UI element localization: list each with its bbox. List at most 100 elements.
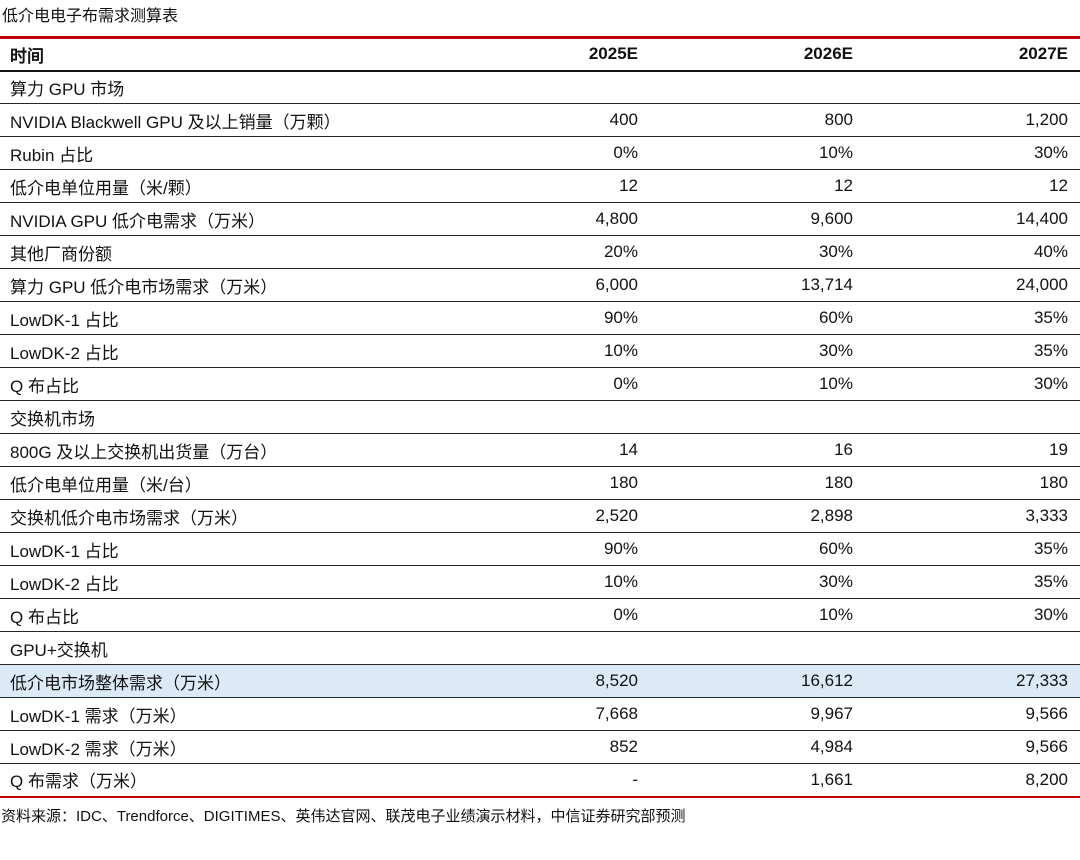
cell-value: 20% <box>425 235 640 270</box>
cell-value: 0% <box>425 598 640 633</box>
cell-value: 180 <box>640 466 855 501</box>
header-cell-2025e: 2025E <box>425 37 640 72</box>
cell-value: 8,200 <box>855 763 1080 798</box>
row-label: LowDK-2 占比 <box>0 334 425 369</box>
table-body: 算力 GPU 市场 NVIDIA Blackwell GPU 及以上销量（万颗） 4… <box>0 70 1080 798</box>
cell-value: 400 <box>425 103 640 138</box>
cell-value: 90% <box>425 532 640 567</box>
table-row: 其他厂商份额 20% 30% 40% <box>0 235 1080 270</box>
cell-value <box>640 631 855 666</box>
table-row: 算力 GPU 低介电市场需求（万米） 6,000 13,714 24,000 <box>0 268 1080 303</box>
cell-value: 10% <box>425 334 640 369</box>
cell-value: - <box>425 763 640 798</box>
cell-value: 35% <box>855 532 1080 567</box>
cell-value: 4,984 <box>640 730 855 765</box>
row-label: LowDK-1 占比 <box>0 532 425 567</box>
cell-value: 40% <box>855 235 1080 270</box>
cell-value: 35% <box>855 334 1080 369</box>
cell-value: 10% <box>640 367 855 402</box>
cell-value: 1,200 <box>855 103 1080 138</box>
source-note: 资料来源：IDC、Trendforce、DIGITIMES、英伟达官网、联茂电子… <box>1 807 686 825</box>
section-row: 算力 GPU 市场 <box>0 70 1080 105</box>
row-label: LowDK-1 占比 <box>0 301 425 336</box>
row-label: LowDK-2 占比 <box>0 565 425 600</box>
cell-value: 60% <box>640 532 855 567</box>
cell-value: 90% <box>425 301 640 336</box>
cell-value: 30% <box>855 367 1080 402</box>
cell-value: 6,000 <box>425 268 640 303</box>
cell-value: 852 <box>425 730 640 765</box>
cell-value: 180 <box>425 466 640 501</box>
header-row: 时间 2025E 2026E 2027E <box>0 37 1080 72</box>
cell-value: 30% <box>855 598 1080 633</box>
row-label: Q 布需求（万米） <box>0 763 425 798</box>
row-label: 交换机市场 <box>0 400 425 435</box>
cell-value: 27,333 <box>855 664 1080 699</box>
row-label: Rubin 占比 <box>0 136 425 171</box>
table-row: LowDK-2 占比 10% 30% 35% <box>0 334 1080 369</box>
cell-value: 13,714 <box>640 268 855 303</box>
table-row: 低介电单位用量（米/颗） 12 12 12 <box>0 169 1080 204</box>
table-row: LowDK-1 需求（万米） 7,668 9,967 9,566 <box>0 697 1080 732</box>
row-label: 交换机低介电市场需求（万米） <box>0 499 425 534</box>
row-label: Q 布占比 <box>0 367 425 402</box>
section-row: GPU+交换机 <box>0 631 1080 666</box>
table-row: 交换机低介电市场需求（万米） 2,520 2,898 3,333 <box>0 499 1080 534</box>
row-label: 低介电单位用量（米/台） <box>0 466 425 501</box>
cell-value: 8,520 <box>425 664 640 699</box>
header-cell-2026e: 2026E <box>640 37 855 72</box>
cell-value: 0% <box>425 367 640 402</box>
cell-value: 30% <box>640 565 855 600</box>
cell-value: 1,661 <box>640 763 855 798</box>
cell-value: 10% <box>425 565 640 600</box>
table-row: LowDK-2 占比 10% 30% 35% <box>0 565 1080 600</box>
cell-value: 10% <box>640 598 855 633</box>
cell-value: 30% <box>640 334 855 369</box>
cell-value: 9,967 <box>640 697 855 732</box>
table-row: NVIDIA Blackwell GPU 及以上销量（万颗） 400 800 1,20… <box>0 103 1080 138</box>
cell-value <box>425 631 640 666</box>
cell-value: 19 <box>855 433 1080 468</box>
cell-value: 10% <box>640 136 855 171</box>
cell-value: 35% <box>855 301 1080 336</box>
header-cell-2027e: 2027E <box>855 37 1080 72</box>
cell-value: 60% <box>640 301 855 336</box>
cell-value: 30% <box>640 235 855 270</box>
cell-value: 12 <box>640 169 855 204</box>
cell-value: 4,800 <box>425 202 640 237</box>
cell-value: 24,000 <box>855 268 1080 303</box>
table-row: LowDK-2 需求（万米） 852 4,984 9,566 <box>0 730 1080 765</box>
highlight-row: 低介电市场整体需求（万米） 8,520 16,612 27,333 <box>0 664 1080 699</box>
cell-value <box>855 631 1080 666</box>
cell-value: 12 <box>855 169 1080 204</box>
cell-value: 12 <box>425 169 640 204</box>
cell-value: 14 <box>425 433 640 468</box>
cell-value: 9,566 <box>855 697 1080 732</box>
row-label: NVIDIA Blackwell GPU 及以上销量（万颗） <box>0 103 425 138</box>
table-row: Q 布占比 0% 10% 30% <box>0 598 1080 633</box>
row-label: 算力 GPU 低介电市场需求（万米） <box>0 268 425 303</box>
table-row: Rubin 占比 0% 10% 30% <box>0 136 1080 171</box>
cell-value: 2,898 <box>640 499 855 534</box>
cell-value <box>425 70 640 105</box>
row-label: LowDK-2 需求（万米） <box>0 730 425 765</box>
row-label: 低介电单位用量（米/颗） <box>0 169 425 204</box>
table-row: 800G 及以上交换机出货量（万台） 14 16 19 <box>0 433 1080 468</box>
demand-table: 时间 2025E 2026E 2027E 算力 GPU 市场 NVIDIA Bla… <box>0 36 1080 798</box>
cell-value: 0% <box>425 136 640 171</box>
table-row: LowDK-1 占比 90% 60% 35% <box>0 301 1080 336</box>
cell-value: 9,566 <box>855 730 1080 765</box>
row-label: 800G 及以上交换机出货量（万台） <box>0 433 425 468</box>
cell-value: 180 <box>855 466 1080 501</box>
cell-value: 800 <box>640 103 855 138</box>
row-label: NVIDIA GPU 低介电需求（万米） <box>0 202 425 237</box>
row-label: 其他厂商份额 <box>0 235 425 270</box>
cell-value: 2,520 <box>425 499 640 534</box>
row-label: Q 布占比 <box>0 598 425 633</box>
cell-value <box>855 70 1080 105</box>
header-cell-time: 时间 <box>0 37 425 72</box>
section-row: 交换机市场 <box>0 400 1080 435</box>
page-title: 低介电电子布需求测算表 <box>2 8 179 25</box>
cell-value: 16,612 <box>640 664 855 699</box>
table-row: LowDK-1 占比 90% 60% 35% <box>0 532 1080 567</box>
